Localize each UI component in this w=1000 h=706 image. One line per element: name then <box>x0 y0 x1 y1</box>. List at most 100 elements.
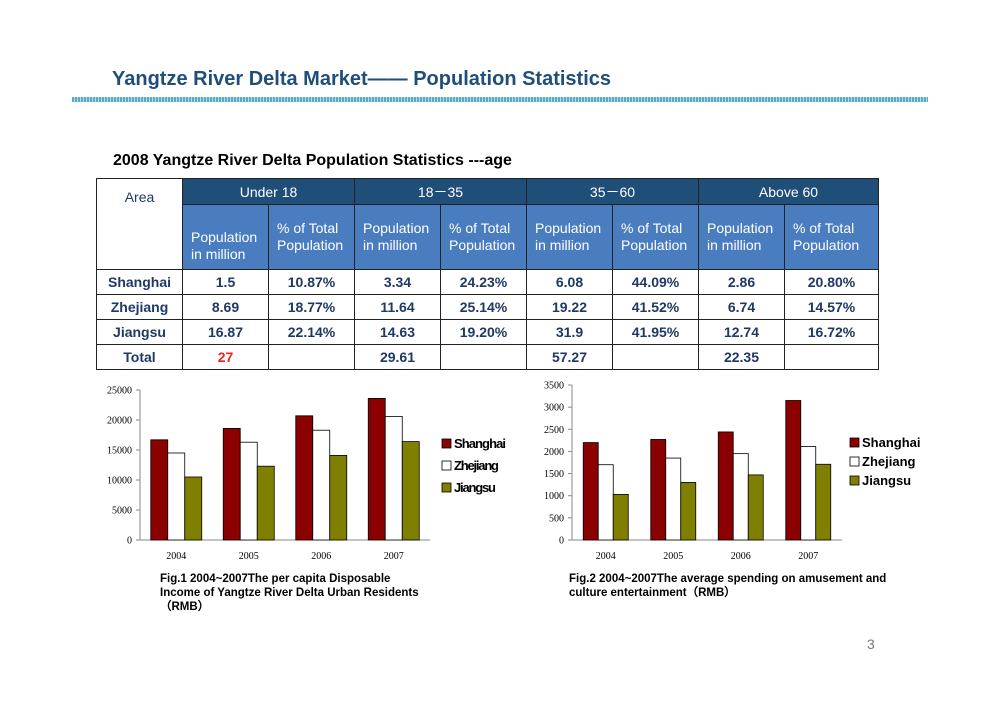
bar-zhejiang <box>732 453 749 541</box>
legend-label-jiangsu: Jiangsu <box>862 473 911 488</box>
y-tick-label: 0 <box>559 536 564 547</box>
table-cell: 22.14% <box>268 319 355 345</box>
sub-header-population: Population in million <box>182 204 269 270</box>
bar-jiangsu <box>329 455 348 541</box>
bar-zhejiang <box>239 441 258 541</box>
table-cell: 3.34 <box>354 269 441 295</box>
legend-swatch-jiangsu <box>441 482 452 493</box>
legend-swatch-shanghai <box>441 438 452 449</box>
y-tick-label: 5000 <box>112 506 132 517</box>
table-cell <box>440 344 527 370</box>
x-tick-label: 2005 <box>663 551 683 562</box>
table-cell: 19.20% <box>440 319 527 345</box>
x-tick-label: 2007 <box>798 551 818 562</box>
table-row-total: Total 27 29.61 57.27 22.35 <box>96 344 880 370</box>
y-tick-label: 20000 <box>107 416 132 427</box>
y-tick-label: 500 <box>549 513 564 524</box>
group-header-under-18: Under 18 <box>182 178 355 205</box>
table-cell: 24.23% <box>440 269 527 295</box>
legend-label-shanghai: Shanghai <box>862 435 921 450</box>
x-tick-label: 2004 <box>596 551 616 562</box>
table-cell: 22.35 <box>698 344 785 370</box>
row-label: Shanghai <box>96 269 183 295</box>
sub-header-percent: % of Total Population <box>612 204 699 270</box>
bar-jiangsu <box>401 441 420 541</box>
bar-zhejiang <box>384 416 403 541</box>
table-cell: 18.77% <box>268 294 355 320</box>
x-tick-label: 2004 <box>166 551 186 562</box>
table-cell <box>612 344 699 370</box>
bar-shanghai <box>582 442 599 541</box>
table-cell: 44.09% <box>612 269 699 295</box>
bar-shanghai <box>222 428 241 541</box>
table-cell: 57.27 <box>526 344 613 370</box>
table-cell: 41.95% <box>612 319 699 345</box>
table-cell: 25.14% <box>440 294 527 320</box>
legend-label-shanghai: Shanghai <box>454 436 506 451</box>
x-tick-label: 2006 <box>731 551 751 562</box>
legend-swatch-zhejiang <box>441 460 452 471</box>
table-row: Zhejiang 8.69 18.77% 11.64 25.14% 19.22 … <box>96 294 880 320</box>
y-tick-label: 1000 <box>544 491 564 502</box>
x-tick-label: 2007 <box>384 551 404 562</box>
sub-header-percent: % of Total Population <box>440 204 527 270</box>
x-tick-label: 2006 <box>311 551 331 562</box>
chart1-caption: Fig.1 2004~2007The per capita Disposable… <box>160 573 419 613</box>
table-cell: 19.22 <box>526 294 613 320</box>
table-cell: 16.72% <box>783 319 880 345</box>
bar-jiangsu <box>680 482 697 541</box>
bar-zhejiang <box>800 446 817 541</box>
legend-swatch-shanghai <box>849 437 860 448</box>
sub-header-percent: % of Total Population <box>783 204 880 270</box>
table-cell: 41.52% <box>612 294 699 320</box>
table-cell <box>268 344 355 370</box>
row-label: Total <box>96 344 183 370</box>
x-tick-label: 2005 <box>239 551 259 562</box>
chart2-caption: Fig.2 2004~2007The average spending on a… <box>569 573 887 599</box>
table-cell <box>783 344 880 370</box>
bar-jiangsu <box>612 493 629 541</box>
sub-header-population: Population in million <box>698 204 785 270</box>
table-cell: 29.61 <box>354 344 441 370</box>
y-tick-label: 3500 <box>544 381 564 392</box>
area-header: Area <box>96 178 183 270</box>
y-tick-label: 25000 <box>107 386 132 397</box>
title-divider <box>72 97 928 102</box>
spending-bar-chart: 0 500 1000 1500 2000 2500 3000 3500 2004 2005 2006… <box>544 381 921 563</box>
sub-header-percent: % of Total Population <box>268 204 355 270</box>
bar-shanghai <box>785 400 802 541</box>
legend-swatch-jiangsu <box>849 475 860 486</box>
bar-shanghai <box>717 431 734 541</box>
table-cell: 12.74 <box>698 319 785 345</box>
table-cell: 14.57% <box>783 294 880 320</box>
row-label: Zhejiang <box>96 294 183 320</box>
row-label: Jiangsu <box>96 319 183 345</box>
bar-jiangsu <box>256 465 275 541</box>
legend-label-zhejiang: Zhejiang <box>862 454 916 469</box>
group-header-18-35: 18－35 <box>354 178 527 205</box>
table-cell: 31.9 <box>526 319 613 345</box>
table-cell: 1.5 <box>182 269 269 295</box>
sub-header-population: Population in million <box>354 204 441 270</box>
table-row: Shanghai 1.5 10.87% 3.34 24.23% 6.08 44.… <box>96 269 880 295</box>
bar-zhejiang <box>312 429 331 541</box>
table-cell: 6.74 <box>698 294 785 320</box>
bar-zhejiang <box>597 464 614 541</box>
table-cell: 8.69 <box>182 294 269 320</box>
y-tick-label: 1500 <box>544 469 564 480</box>
y-tick-label: 15000 <box>107 446 132 457</box>
bar-shanghai <box>367 397 386 541</box>
page-number: 3 <box>867 636 875 652</box>
table-cell: 27 <box>182 344 269 370</box>
table-cell: 16.87 <box>182 319 269 345</box>
y-tick-label: 2500 <box>544 425 564 436</box>
y-tick-label: 0 <box>127 536 132 547</box>
table-title: 2008 Yangtze River Delta Population Stat… <box>113 152 512 169</box>
y-tick-label: 10000 <box>107 476 132 487</box>
group-header-above-60: Above 60 <box>697 178 880 205</box>
legend-swatch-zhejiang <box>849 456 860 467</box>
bar-jiangsu <box>815 463 832 541</box>
page-title: Yangtze River Delta Market—— Population … <box>112 68 612 90</box>
sub-header-population: Population in million <box>526 204 613 270</box>
population-table: Area Under 18 18－35 35－60 Above 60 Popul… <box>96 178 880 370</box>
